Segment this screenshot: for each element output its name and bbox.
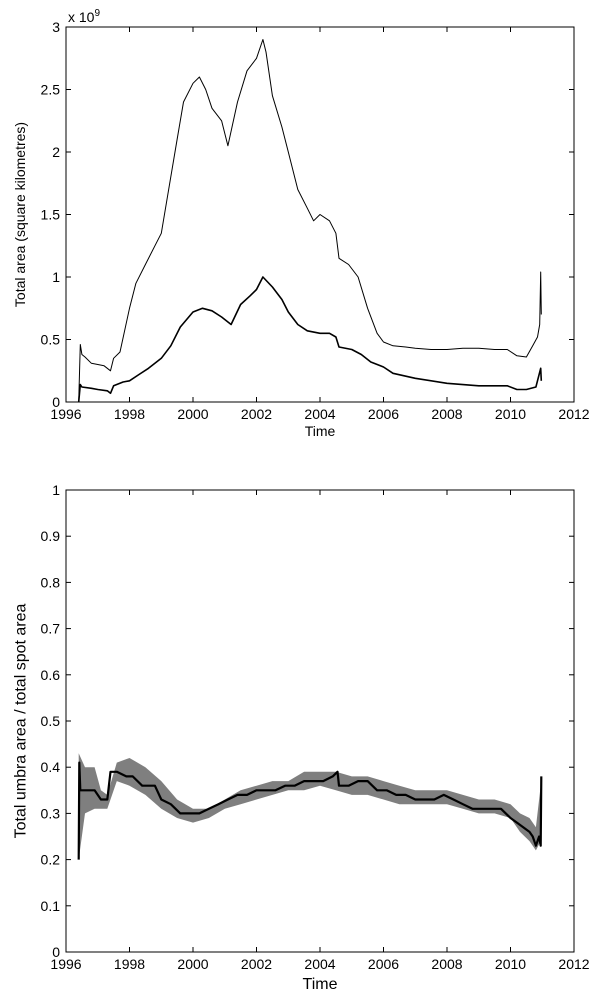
bottom-y-tick-label: 0.8 [41, 574, 61, 590]
top-series-line-2 [77, 276, 543, 403]
top-series-line-1 [78, 39, 542, 403]
bottom-y-axis-label: Total umbra area / total spot area [13, 604, 30, 839]
top-x-tick-label: 2004 [304, 406, 335, 422]
top-y-tick-label: 1 [52, 269, 60, 285]
top-y-tick-label: 0.5 [41, 332, 61, 348]
top-y-axis-label: Total area (square kilometres) [12, 122, 28, 307]
bottom-y-tick-label: 0.3 [41, 805, 61, 821]
top-y-tick-label: 0 [52, 394, 60, 410]
top-y-multiplier: x 109 [68, 8, 100, 25]
bottom-x-tick-label: 1998 [114, 956, 145, 972]
top-x-tick-label: 2000 [177, 406, 208, 422]
bottom-y-tick-label: 0.4 [41, 759, 61, 775]
bottom-x-tick-label: 2004 [304, 956, 335, 972]
top-x-tick-label: 2002 [241, 406, 272, 422]
top-x-tick-label: 1996 [50, 406, 81, 422]
top-y-tick-label: 3 [52, 19, 60, 35]
top-x-tick-label: 2010 [495, 406, 526, 422]
bottom-x-tick-label: 1996 [50, 956, 81, 972]
top-y-tick-label: 1.5 [41, 207, 61, 223]
bottom-y-tick-label: 1 [52, 482, 60, 498]
bottom-series-line-1 [77, 761, 543, 860]
bottom-y-tick-label: 0.1 [41, 898, 61, 914]
bottom-x-tick-label: 2008 [431, 956, 462, 972]
bottom-x-tick-label: 2000 [177, 956, 208, 972]
top-y-tick-label: 2 [52, 144, 60, 160]
bottom-x-tick-label: 2012 [558, 956, 589, 972]
top-y-tick-label: 2.5 [41, 82, 61, 98]
bottom-x-tick-label: 2010 [495, 956, 526, 972]
top-x-tick-label: 2008 [431, 406, 462, 422]
bottom-y-tick-label: 0.6 [41, 667, 61, 683]
bottom-plot-frame [65, 489, 575, 953]
top-x-tick-label: 1998 [114, 406, 145, 422]
top-chart: 1996 1998 2000 2002 2004 2006 2008 2010 2012 0 0.5… [12, 8, 590, 439]
bottom-x-axis-label: Time [303, 976, 338, 992]
bottom-range-band [78, 753, 541, 860]
bottom-chart: 1996 1998 2000 2002 2004 2006 2008 2010 2012 0 0.1… [13, 482, 590, 992]
bottom-y-tick-label: 0.9 [41, 528, 61, 544]
bottom-x-tick-label: 2002 [241, 956, 272, 972]
bottom-y-tick-label: 0.5 [41, 713, 61, 729]
top-x-tick-label: 2012 [558, 406, 589, 422]
bottom-y-tick-label: 0 [52, 944, 60, 960]
bottom-x-tick-label: 2006 [368, 956, 399, 972]
bottom-y-tick-label: 0.2 [41, 852, 61, 868]
top-x-tick-label: 2006 [368, 406, 399, 422]
top-x-axis-label: Time [305, 423, 336, 439]
bottom-y-tick-label: 0.7 [41, 621, 61, 637]
